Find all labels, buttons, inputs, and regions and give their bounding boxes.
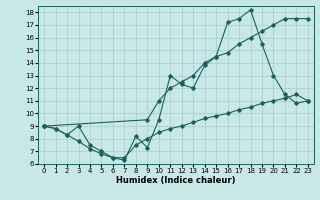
X-axis label: Humidex (Indice chaleur): Humidex (Indice chaleur)	[116, 176, 236, 185]
